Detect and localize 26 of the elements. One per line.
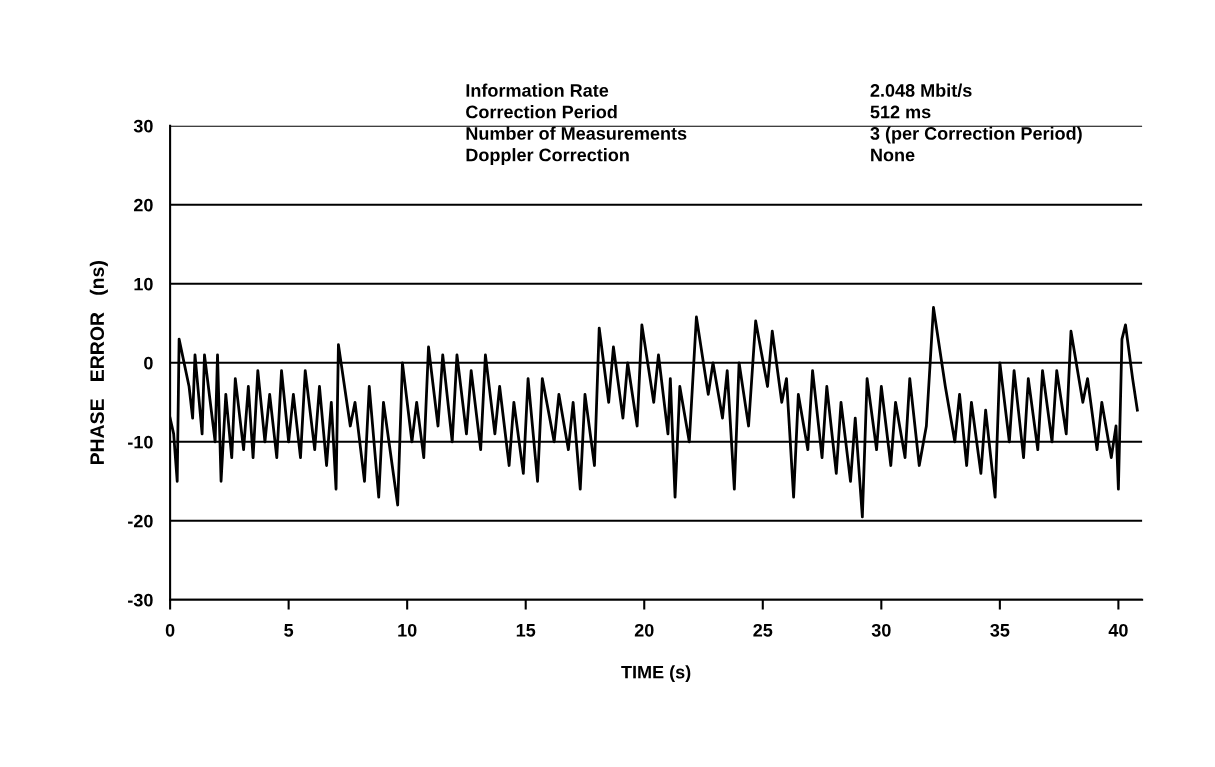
- y-tick-label: 10: [134, 277, 153, 291]
- x-tick-label: 30: [871, 623, 891, 637]
- annotation: 3 (per Correction Period): [870, 126, 1082, 144]
- x-tick-label: 10: [398, 623, 417, 637]
- text: 512 ms: [870, 105, 931, 119]
- x-tick-label: 0: [165, 623, 175, 637]
- x-tick-label: 35: [990, 623, 1010, 637]
- x-tick-label: 15: [516, 624, 536, 637]
- text: Information Rate: [466, 83, 609, 97]
- y-tick-label: 0: [144, 356, 153, 370]
- annotation: Doppler Correction: [466, 148, 629, 165]
- annotation: None: [871, 148, 915, 162]
- y-axis-title: PHASE ERROR (ns): [89, 261, 108, 465]
- x-tick-label: 20: [634, 623, 654, 637]
- y-tick-label: -20: [128, 514, 153, 528]
- annotation: Number of Measurements: [466, 126, 687, 140]
- x-tick-label: 40: [1108, 623, 1128, 637]
- x-tick-label: 5: [284, 624, 294, 637]
- text: Correction Period: [466, 105, 617, 119]
- text: 2.048 Mbit/s: [870, 83, 972, 98]
- x-axis-title: TIME (s): [621, 665, 691, 683]
- y-tick-label: 30: [133, 119, 153, 133]
- x-tick-label: 25: [753, 623, 773, 637]
- y-tick-label: -30: [128, 593, 153, 607]
- y-tick-label: -10: [128, 435, 153, 449]
- y-tick-label: 20: [133, 198, 153, 212]
